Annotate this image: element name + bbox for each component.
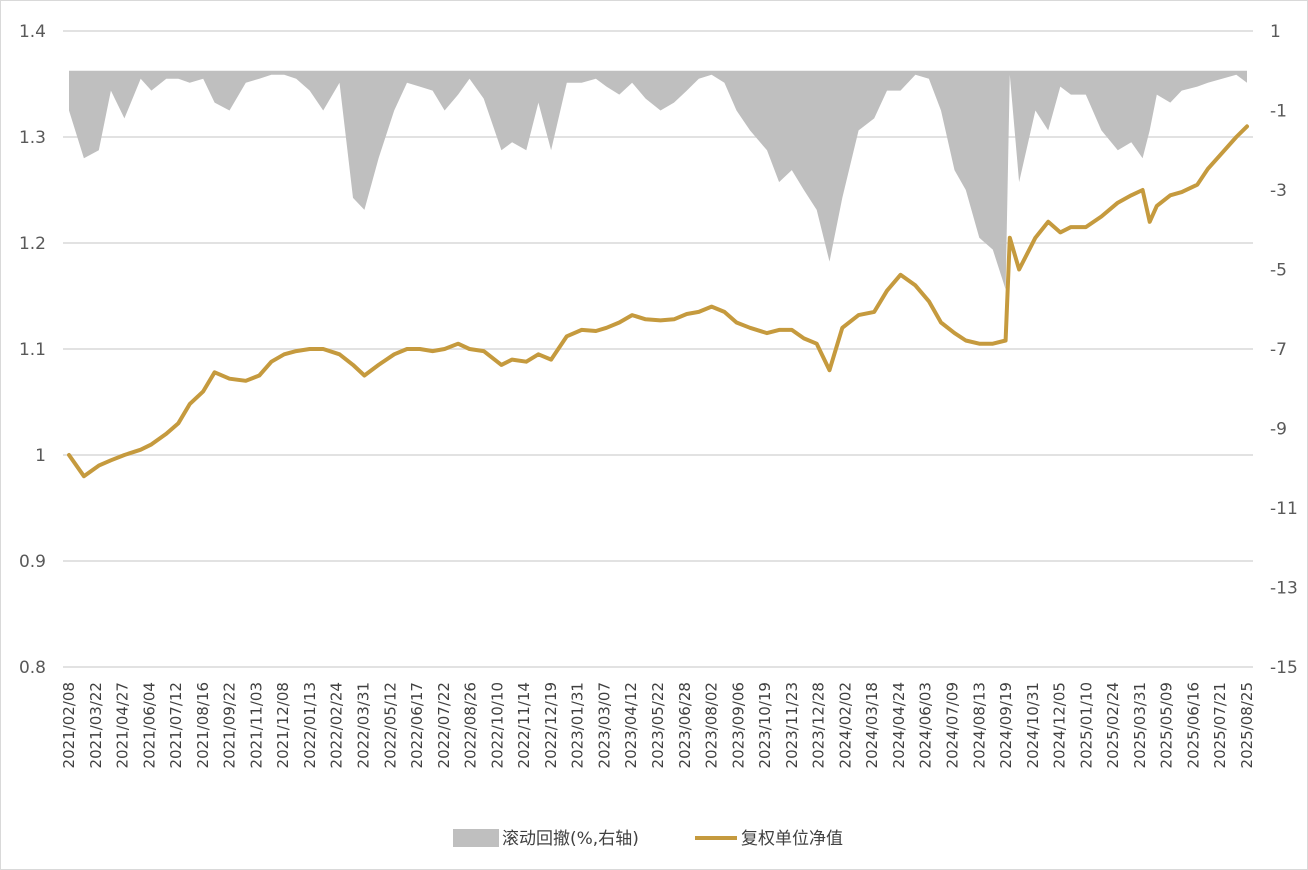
y-right-tick-label: -1 bbox=[1270, 102, 1287, 122]
x-tick-label: 2022/02/24 bbox=[328, 682, 346, 768]
nav-line bbox=[67, 124, 1249, 479]
x-tick-label: 2023/06/28 bbox=[676, 682, 694, 768]
y-left-tick-label: 1.3 bbox=[19, 128, 46, 148]
x-tick-label: 2024/09/19 bbox=[997, 682, 1015, 768]
x-tick-label: 2021/07/12 bbox=[167, 682, 185, 768]
x-tick-label: 2021/04/27 bbox=[114, 682, 132, 768]
x-tick-label: 2022/03/31 bbox=[355, 682, 373, 768]
x-tick-label: 2024/10/31 bbox=[1024, 682, 1042, 768]
y-left-tick-label: 0.9 bbox=[19, 552, 46, 572]
x-tick-label: 2021/03/22 bbox=[87, 682, 105, 768]
x-tick-label: 2022/08/26 bbox=[462, 682, 480, 768]
x-tick-label: 2022/10/10 bbox=[488, 682, 506, 768]
x-tick-label: 2023/01/31 bbox=[569, 682, 587, 768]
y-right-tick-label: -9 bbox=[1270, 420, 1287, 440]
x-tick-label: 2025/03/31 bbox=[1131, 682, 1149, 768]
y-right-tick-label: -13 bbox=[1270, 579, 1298, 599]
x-tick-label: 2024/08/13 bbox=[970, 682, 988, 768]
x-tick-label: 2024/12/05 bbox=[1051, 682, 1069, 768]
y-left-tick-label: 1.1 bbox=[19, 340, 46, 360]
y-right-tick-label: -7 bbox=[1270, 340, 1287, 360]
legend-label-drawdown: 滚动回撤(%,右轴) bbox=[502, 829, 639, 849]
x-tick-label: 2022/07/22 bbox=[435, 682, 453, 768]
x-tick-label: 2022/01/13 bbox=[301, 682, 319, 768]
y-right-tick-label: -3 bbox=[1270, 181, 1287, 201]
x-tick-label: 2021/02/08 bbox=[60, 682, 78, 768]
y-right-tick-label: 1 bbox=[1270, 22, 1281, 42]
x-tick-label: 2023/12/28 bbox=[810, 682, 828, 768]
x-tick-label: 2023/03/07 bbox=[595, 682, 613, 768]
y-right-tick-label: -11 bbox=[1270, 499, 1298, 519]
x-tick-label: 2024/03/18 bbox=[863, 682, 881, 768]
x-tick-label: 2023/04/12 bbox=[622, 682, 640, 768]
y-left-tick-label: 1 bbox=[35, 446, 46, 466]
x-tick-label: 2022/12/19 bbox=[542, 682, 560, 768]
x-tick-label: 2023/08/02 bbox=[703, 682, 721, 768]
x-tick-label: 2025/06/16 bbox=[1184, 682, 1202, 768]
x-tick-label: 2022/06/17 bbox=[408, 682, 426, 768]
x-tick-label: 2025/08/25 bbox=[1238, 682, 1256, 768]
x-tick-label: 2024/07/09 bbox=[944, 682, 962, 768]
x-tick-label: 2025/05/09 bbox=[1158, 682, 1176, 768]
y-left-tick-label: 0.8 bbox=[19, 658, 46, 678]
x-tick-label: 2023/09/06 bbox=[729, 682, 747, 768]
x-tick-label: 2021/06/04 bbox=[140, 682, 158, 768]
x-tick-label: 2023/11/23 bbox=[783, 682, 801, 768]
x-tick-label: 2024/02/02 bbox=[836, 682, 854, 768]
x-tick-label: 2021/11/03 bbox=[247, 682, 265, 768]
x-tick-label: 2023/10/19 bbox=[756, 682, 774, 768]
y-left-tick-label: 1.2 bbox=[19, 234, 46, 254]
x-tick-label: 2021/09/22 bbox=[221, 682, 239, 768]
x-tick-label: 2025/02/24 bbox=[1104, 682, 1122, 768]
y-right-tick-label: -15 bbox=[1270, 658, 1298, 678]
x-tick-label: 2021/12/08 bbox=[274, 682, 292, 768]
x-tick-label: 2025/01/10 bbox=[1077, 682, 1095, 768]
y-left-tick-label: 1.4 bbox=[19, 22, 46, 42]
x-tick-label: 2025/07/21 bbox=[1211, 682, 1229, 768]
legend-label-nav: 复权单位净值 bbox=[741, 829, 843, 849]
drawdown-area bbox=[69, 70, 1247, 290]
y-right-tick-label: -5 bbox=[1270, 261, 1287, 281]
x-tick-label: 2024/06/03 bbox=[917, 682, 935, 768]
x-tick-label: 2022/05/12 bbox=[381, 682, 399, 768]
x-tick-label: 2021/08/16 bbox=[194, 682, 212, 768]
x-tick-label: 2023/05/22 bbox=[649, 682, 667, 768]
legend-swatch-drawdown bbox=[453, 829, 499, 847]
x-tick-label: 2022/11/14 bbox=[515, 682, 533, 768]
x-tick-label: 2024/04/24 bbox=[890, 682, 908, 768]
